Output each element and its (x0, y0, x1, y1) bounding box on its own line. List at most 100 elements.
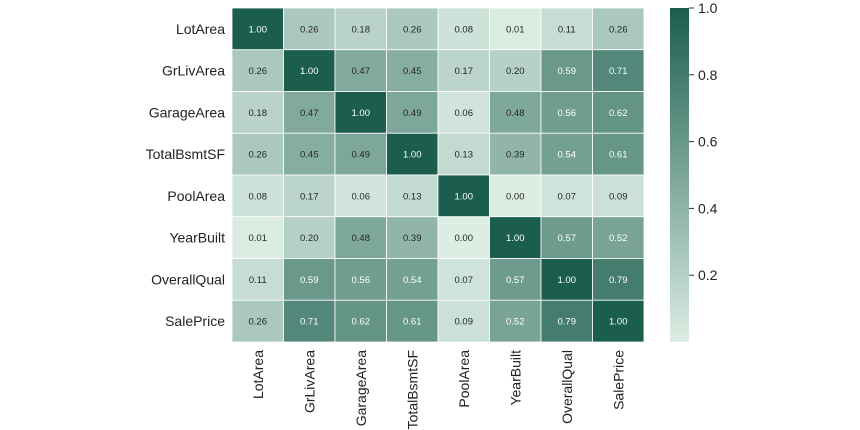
heatmap-cell (231, 91, 284, 134)
heatmap-cell (437, 174, 490, 218)
cell-value-label: 0.18 (249, 108, 268, 119)
heatmap-cell (386, 91, 439, 134)
cell-value-label: 0.61 (403, 317, 422, 328)
cell-value-label: 0.26 (249, 66, 268, 77)
cell-value-label: 1.00 (352, 108, 371, 119)
heatmap-cell (283, 7, 336, 51)
heatmap-cell (231, 299, 284, 343)
heatmap-cell (334, 258, 387, 301)
cell-value-label: 1.00 (300, 66, 319, 77)
cell-value-label: 0.49 (403, 108, 422, 119)
row-label: TotalBsmtSF (146, 146, 225, 162)
cell-value-label: 0.71 (609, 66, 628, 77)
cell-value-label: 0.47 (300, 108, 319, 119)
cell-value-label: 0.52 (609, 233, 628, 244)
column-label: TotalBsmtSF (404, 350, 420, 429)
cell-value-label: 0.07 (558, 191, 577, 202)
heatmap-cell (437, 132, 490, 176)
cell-value-label: 0.59 (558, 66, 577, 77)
cell-value-label: 0.26 (300, 24, 319, 35)
heatmap-cell (592, 258, 645, 301)
cell-value-label: 0.54 (403, 275, 422, 286)
heatmap-cell (592, 49, 645, 92)
colorbar-tick-label: 0.2 (698, 267, 718, 283)
heatmap-cell (334, 299, 387, 343)
cell-value-label: 0.17 (455, 66, 474, 77)
cell-value-label: 0.54 (558, 150, 577, 161)
heatmap-cell (386, 174, 439, 218)
cell-value-label: 0.45 (403, 66, 422, 77)
row-labels: LotArea GrLivArea GarageArea TotalBsmtSF Poo… (146, 21, 226, 329)
heatmap-cell (489, 49, 542, 92)
row-label: OverallQual (151, 271, 225, 287)
cell-value-label: 0.39 (506, 150, 525, 161)
cell-value-label: 1.00 (249, 24, 268, 35)
colorbar-ticks: 0.2 0.4 0.6 0.8 1.0 (689, 0, 718, 283)
column-label: GarageArea (353, 350, 369, 426)
cell-value-label: 0.06 (455, 108, 474, 119)
cell-value-label: 0.48 (506, 108, 525, 119)
cell-value-label: 1.00 (558, 275, 577, 286)
heatmap-cell (437, 91, 490, 134)
row-label: LotArea (176, 21, 225, 37)
column-label: PoolArea (456, 350, 472, 408)
heatmap-cell (592, 216, 645, 259)
column-label: LotArea (250, 350, 266, 399)
colorbar-tick-label: 0.6 (698, 134, 718, 150)
heatmap-cell (334, 7, 387, 51)
cell-value-label: 1.00 (506, 233, 525, 244)
row-label: GarageArea (149, 104, 225, 120)
heatmap-cell (540, 91, 593, 134)
cell-value-label: 0.00 (455, 233, 474, 244)
heatmap-cell (386, 299, 439, 343)
heatmap-cells (231, 7, 645, 343)
cell-value-label: 0.06 (352, 191, 371, 202)
row-label: PoolArea (167, 188, 225, 204)
cell-value-label: 0.00 (506, 191, 525, 202)
cell-value-label: 0.62 (609, 108, 628, 119)
cell-value-label: 0.79 (558, 317, 577, 328)
cell-value-label: 0.07 (455, 275, 474, 286)
cell-value-label: 0.20 (506, 66, 525, 77)
cell-value-label: 1.00 (609, 317, 628, 328)
heatmap-cell (334, 91, 387, 134)
heatmap-cell (231, 132, 284, 176)
cell-value-label: 1.00 (403, 150, 422, 161)
heatmap-cell (283, 49, 336, 92)
cell-value-label: 0.13 (455, 150, 474, 161)
heatmap-cell (334, 216, 387, 259)
cell-value-label: 0.48 (352, 233, 371, 244)
cell-value-label: 0.20 (300, 233, 319, 244)
cell-value-label: 0.26 (249, 150, 268, 161)
cell-value-label: 0.45 (300, 150, 319, 161)
heatmap-cell (489, 258, 542, 301)
heatmap-cell (489, 91, 542, 134)
column-label: YearBuilt (507, 350, 523, 406)
colorbar-tick-label: 0.8 (698, 67, 718, 83)
cell-value-label: 0.09 (609, 191, 628, 202)
colorbar-tick-label: 1.0 (698, 0, 718, 16)
cell-value-label: 0.01 (249, 233, 268, 244)
heatmap-cell (283, 91, 336, 134)
heatmap-cell (437, 299, 490, 343)
cell-value-label: 0.47 (352, 66, 371, 77)
colorbar: 0.2 0.4 0.6 0.8 1.0 (670, 0, 718, 342)
cell-value-label: 0.57 (506, 275, 525, 286)
column-labels: LotArea GrLivArea GarageArea TotalBsmtSF Poo… (250, 350, 627, 430)
row-label: YearBuilt (169, 230, 225, 246)
cell-value-label: 0.56 (558, 108, 577, 119)
cell-value-label: 0.79 (609, 275, 628, 286)
colorbar-tick-label: 0.4 (698, 200, 718, 216)
cell-value-label: 0.49 (352, 150, 371, 161)
cell-value-label: 0.26 (609, 24, 628, 35)
cell-value-label: 0.17 (300, 191, 319, 202)
cell-value-label: 0.59 (300, 275, 319, 286)
row-label: SalePrice (165, 313, 225, 329)
cell-value-label: 1.00 (455, 191, 474, 202)
heatmap-cell (489, 7, 542, 51)
column-label: SalePrice (610, 350, 626, 410)
cell-value-label: 0.61 (609, 150, 628, 161)
heatmap-cell (592, 91, 645, 134)
heatmap-cell (540, 258, 593, 301)
